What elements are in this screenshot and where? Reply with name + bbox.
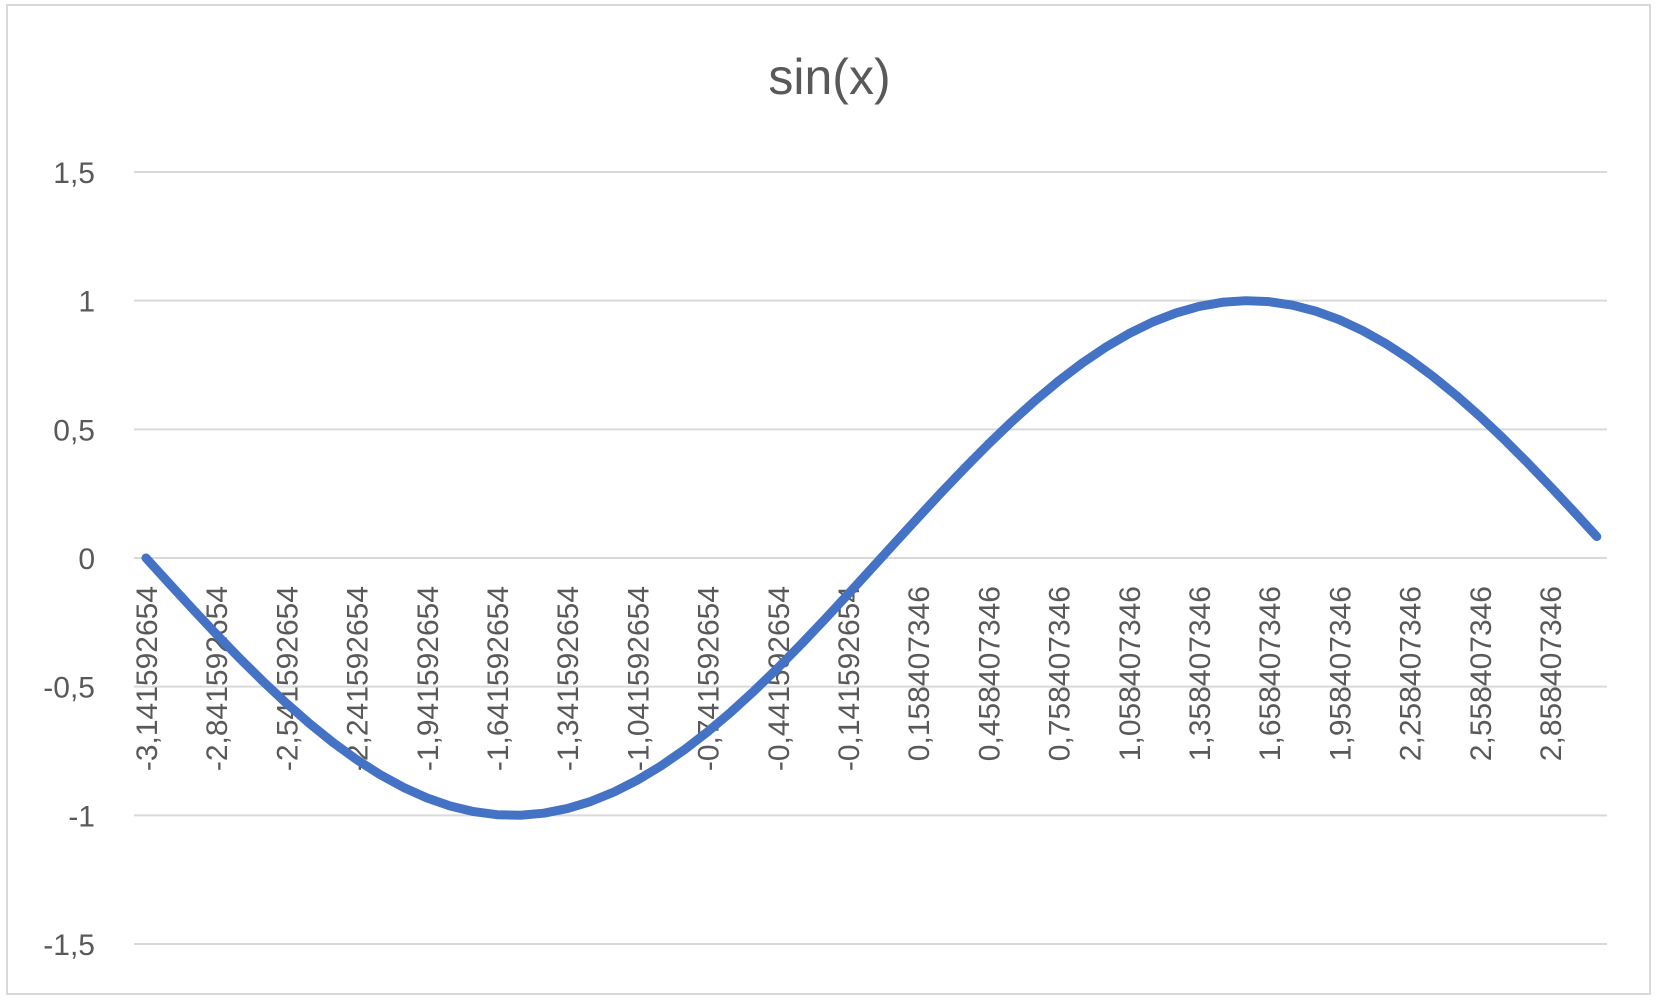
x-tick-label: -1,941592654	[412, 586, 445, 771]
x-tick-label: -3,141592654	[131, 586, 164, 771]
x-tick-label: 0,158407346	[903, 586, 936, 761]
x-tick-label: 1,658407346	[1254, 586, 1287, 761]
x-tick-label: -1,641592654	[482, 586, 515, 771]
y-tick-label: 0	[78, 543, 95, 576]
x-tick-label: 1,058407346	[1114, 586, 1147, 761]
y-tick-label: -1	[68, 800, 95, 833]
chart-frame	[6, 4, 1651, 995]
y-axis-ticks: 1,5 1 0,5 0 -0,5 -1 -1,5	[43, 157, 95, 962]
y-tick-label: 0,5	[53, 414, 95, 447]
x-tick-label: -2,241592654	[342, 586, 375, 771]
chart-title: sin(x)	[768, 49, 891, 105]
y-tick-label: -1,5	[43, 929, 95, 962]
x-tick-label: -0,141592654	[833, 586, 866, 771]
y-tick-label: -0,5	[43, 672, 95, 705]
series-line-sin	[141, 296, 1602, 820]
x-tick-label: 0,758407346	[1044, 586, 1077, 761]
y-tick-label: 1	[78, 286, 95, 319]
x-tick-label: -2,841592654	[201, 586, 234, 771]
y-tick-label: 1,5	[53, 157, 95, 190]
gridlines	[134, 171, 1607, 945]
x-tick-label: 1,958407346	[1324, 586, 1357, 761]
x-axis-ticks: -3,141592654 -2,841592654 -2,541592654 -2,2…	[131, 586, 1568, 771]
series-layer	[141, 296, 1602, 820]
x-tick-label: -2,541592654	[271, 586, 304, 771]
x-tick-label: 0,458407346	[973, 586, 1006, 761]
x-tick-label: 2,558407346	[1465, 586, 1498, 761]
x-tick-label: 2,258407346	[1395, 586, 1428, 761]
x-tick-label: 1,358407346	[1184, 586, 1217, 761]
x-tick-label: -1,341592654	[552, 586, 585, 771]
x-tick-label: 2,858407346	[1535, 586, 1568, 761]
x-tick-label: -1,041592654	[622, 586, 655, 771]
